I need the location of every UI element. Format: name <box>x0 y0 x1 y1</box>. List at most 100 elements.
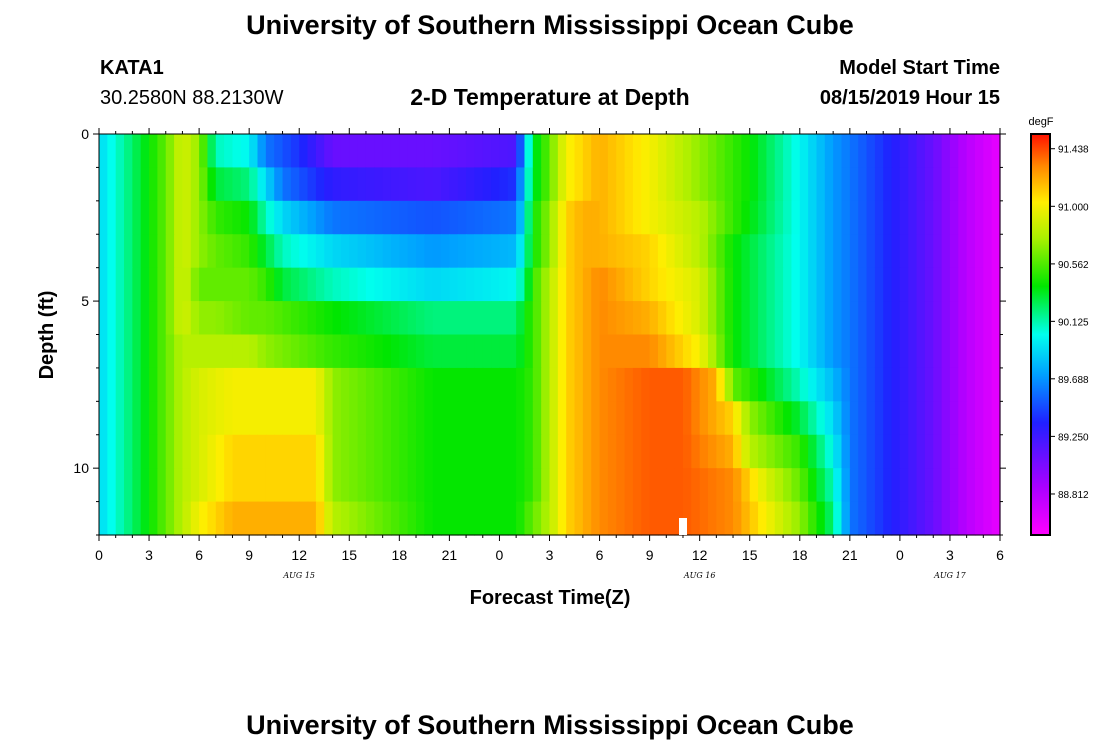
heatmap-cell <box>816 401 826 436</box>
heatmap-cell <box>215 134 225 169</box>
heatmap-cell <box>491 234 501 269</box>
heatmap-cell <box>224 401 234 436</box>
colorbar-tick-label: 88.812 <box>1058 490 1089 501</box>
heatmap-cell <box>574 301 584 336</box>
heatmap-cell <box>349 234 359 269</box>
heatmap-cell <box>874 234 884 269</box>
heatmap-cell <box>199 167 209 202</box>
heatmap-cell <box>532 200 542 235</box>
heatmap-cell <box>149 501 158 536</box>
heatmap-cell <box>240 267 250 302</box>
heatmap-cell <box>190 468 200 503</box>
heatmap-cell <box>382 301 392 336</box>
heatmap-cell <box>682 434 692 469</box>
heatmap-cell <box>749 234 759 269</box>
heatmap-cell <box>282 434 292 469</box>
heatmap-cell <box>466 134 476 169</box>
heatmap-cell <box>357 200 367 235</box>
heatmap-cell <box>983 134 993 169</box>
heatmap-cell <box>591 401 601 436</box>
heatmap-cell <box>858 501 868 536</box>
heatmap-cell <box>315 501 325 536</box>
heatmap-cell <box>874 200 884 235</box>
heatmap-cell <box>933 134 943 169</box>
heatmap-cell <box>941 434 951 469</box>
bottom-title: University of Southern Mississippi Ocean… <box>246 710 854 740</box>
heatmap-cell <box>407 200 417 235</box>
heatmap-cell <box>958 434 968 469</box>
heatmap-cell <box>140 367 150 402</box>
heatmap-cell <box>124 200 133 235</box>
heatmap-cell <box>249 267 259 302</box>
heatmap-cell <box>265 501 275 536</box>
heatmap-cell <box>190 334 200 369</box>
heatmap-cell <box>632 367 642 402</box>
heatmap-cell <box>641 167 651 202</box>
heatmap-cell <box>566 301 576 336</box>
heatmap-cell <box>916 167 926 202</box>
heatmap-cell <box>808 234 818 269</box>
heatmap-cell <box>374 367 384 402</box>
heatmap-cell <box>958 367 968 402</box>
heatmap-cell <box>499 167 509 202</box>
heatmap-cell <box>591 234 601 269</box>
heatmap-cell <box>499 401 509 436</box>
heatmap-cell <box>365 434 375 469</box>
heatmap-cell <box>916 134 926 169</box>
heatmap-cell <box>474 267 484 302</box>
x-tick-label: 12 <box>291 547 307 563</box>
heatmap-cell <box>974 468 984 503</box>
heatmap-cell <box>182 134 192 169</box>
model-start-value: 08/15/2019 Hour 15 <box>819 87 1000 109</box>
heatmap-cell <box>324 267 334 302</box>
heatmap-cell <box>265 267 275 302</box>
heatmap-cell <box>199 234 209 269</box>
heatmap-cell <box>140 401 150 436</box>
heatmap-cell <box>390 134 400 169</box>
heatmap-cell <box>249 468 259 503</box>
heatmap-cell <box>441 301 450 336</box>
heatmap-cell <box>624 234 634 269</box>
heatmap-cell <box>224 167 234 202</box>
heatmap-cell <box>299 134 309 169</box>
heatmap-cell <box>215 234 225 269</box>
heatmap-cell <box>674 334 684 369</box>
heatmap-cell <box>399 200 409 235</box>
heatmap-cell <box>399 301 409 336</box>
heatmap-cell <box>624 200 634 235</box>
heatmap-cell <box>157 434 167 469</box>
heatmap-cell <box>390 434 400 469</box>
heatmap-cell <box>908 301 918 336</box>
heatmap-cell <box>699 501 709 536</box>
heatmap-cell <box>240 434 250 469</box>
heatmap-cell <box>874 167 884 202</box>
heatmap-cell <box>666 267 676 302</box>
heatmap-cell <box>599 267 609 302</box>
heatmap-cell <box>365 401 375 436</box>
heatmap-cell <box>190 200 200 235</box>
heatmap-cell <box>899 301 909 336</box>
heatmap-cell <box>858 334 868 369</box>
heatmap-cell <box>883 434 893 469</box>
heatmap-cell <box>257 501 267 536</box>
heatmap-cell <box>432 301 442 336</box>
heatmap-cell <box>532 367 542 402</box>
heatmap-cell <box>724 334 734 369</box>
heatmap-cell <box>958 200 968 235</box>
heatmap-cell <box>115 167 125 202</box>
heatmap-cell <box>491 468 501 503</box>
heatmap-cell <box>240 367 250 402</box>
heatmap-cell <box>883 301 893 336</box>
heatmap-cell <box>115 501 125 536</box>
heatmap-cell <box>132 134 142 169</box>
heatmap-cell <box>716 501 726 536</box>
heatmap-cell <box>441 234 450 269</box>
heatmap-cell <box>924 167 934 202</box>
heatmap-cell <box>691 401 701 436</box>
colorbar-tick-label: 89.688 <box>1058 375 1089 386</box>
heatmap-cell <box>799 401 809 436</box>
colorbar-ticks: 91.438 91.000 90.562 90.125 89.688 89.250 88.8… <box>1050 145 1089 501</box>
heatmap-cell <box>716 367 726 402</box>
heatmap-cell <box>424 468 434 503</box>
heatmap-cell <box>983 301 993 336</box>
